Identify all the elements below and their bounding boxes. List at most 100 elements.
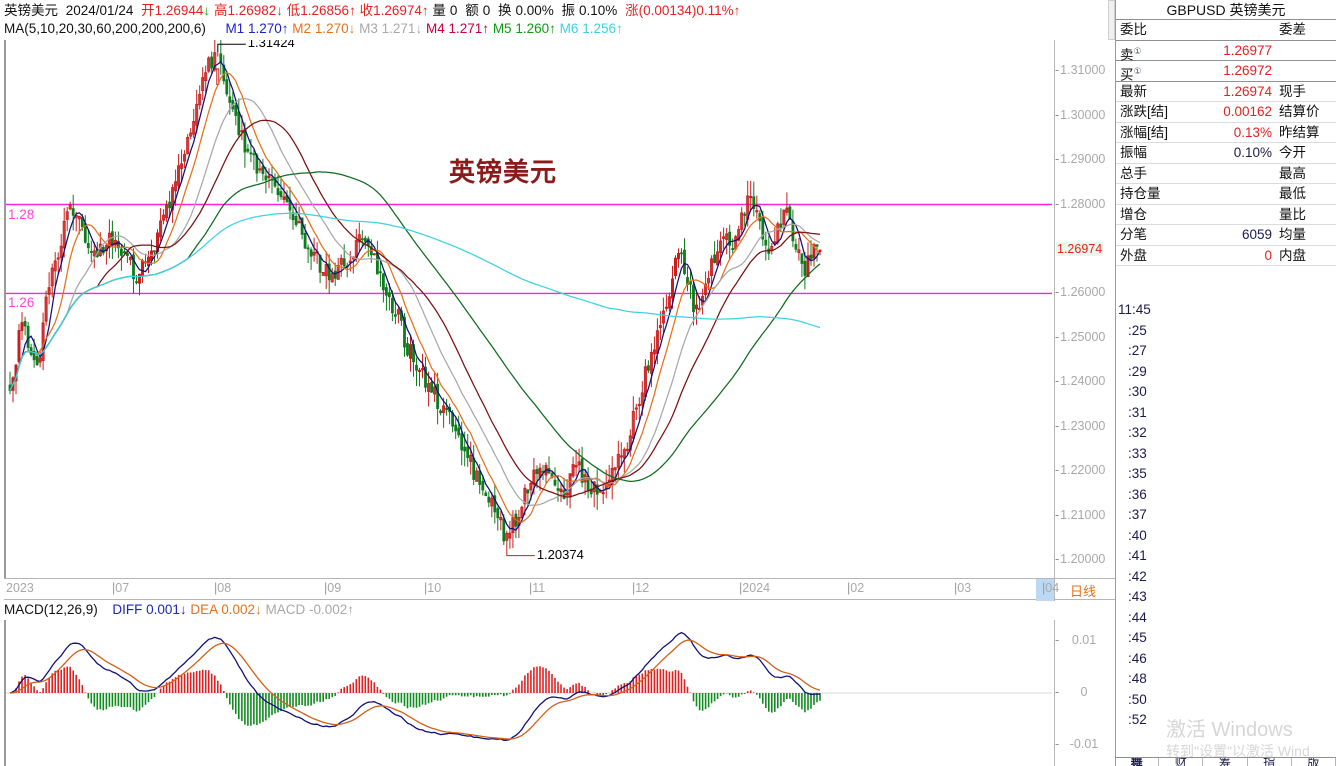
quote-row[interactable]: 卖① 1.26977 bbox=[1116, 41, 1336, 62]
price-axis-tick: -1.21000 bbox=[1055, 507, 1106, 522]
quote-row[interactable]: 最新 1.26974 现手 bbox=[1116, 82, 1336, 102]
quote-panel: GBPUSD 英镑美元 委比 委差 卖① 1.26977 买① 1.26972 最新 1.26… bbox=[1115, 0, 1336, 766]
tick-time-row[interactable]: :29 bbox=[1128, 363, 1147, 379]
bottom-tab[interactable]: 财 bbox=[1159, 758, 1204, 766]
tick-time-row[interactable]: :35 bbox=[1128, 466, 1147, 481]
macd-diff-path bbox=[9, 631, 821, 741]
ma-item-m4-name: M4 bbox=[425, 21, 445, 36]
bottom-tab[interactable]: 指 bbox=[1248, 758, 1292, 766]
macd-dea-arrow: ↓ bbox=[254, 602, 262, 617]
chart-vertical-scrollbar[interactable] bbox=[1108, 0, 1115, 40]
header-close-value: 1.26974 bbox=[373, 3, 422, 18]
quote-row-value: 0.00162 bbox=[1223, 104, 1272, 119]
ma-item-m5-arrow: ↑ bbox=[549, 21, 556, 36]
header-high-arrow: ↓ bbox=[276, 3, 283, 18]
time-axis-tick: |08 bbox=[214, 581, 232, 595]
tick-time-row[interactable]: :44 bbox=[1128, 609, 1147, 625]
time-axis[interactable]: 日线 2023 |07 |08 |09 |10 |11 |12 |2024 |02 |03 |04 bbox=[4, 578, 1115, 601]
quote-row-label-secondary: 今开 bbox=[1279, 145, 1306, 160]
tick-time-row[interactable]: :31 bbox=[1128, 404, 1147, 420]
period-label[interactable]: 日线 bbox=[1070, 584, 1097, 599]
quote-row-value: 1.26977 bbox=[1223, 42, 1272, 58]
quote-row[interactable]: 涨幅[结] 0.13% 昨结算 bbox=[1116, 123, 1336, 143]
tick-time-row[interactable]: :37 bbox=[1128, 507, 1147, 522]
macd-dea-label: DEA bbox=[190, 602, 218, 617]
header-amplitude-value: 0.10% bbox=[579, 3, 618, 18]
quote-row-label: 最新 bbox=[1120, 83, 1147, 99]
price-axis-tick: -1.24000 bbox=[1055, 374, 1106, 389]
macd-header-line: MACD(12,26,9) DIFF 0.001↓ DEA 0.002↓ MAC… bbox=[4, 602, 354, 617]
quote-row-sub-icon: ① bbox=[1133, 66, 1142, 76]
quote-row[interactable]: 委比 委差 bbox=[1116, 20, 1336, 41]
header-change-value: (0.00134)0.11% bbox=[638, 3, 734, 18]
header-date: 2024/01/24 bbox=[65, 3, 134, 18]
tick-time-row[interactable]: :36 bbox=[1128, 486, 1147, 502]
quote-row-label: 外盘 bbox=[1120, 247, 1147, 263]
ma-60-path bbox=[9, 171, 821, 483]
tick-time-row[interactable]: :42 bbox=[1128, 568, 1147, 584]
header-symbol-name: 英镑美元 bbox=[4, 3, 58, 18]
tick-time-row[interactable]: 11:45 bbox=[1118, 302, 1151, 317]
header-amount-value: 0 bbox=[482, 3, 491, 18]
price-axis[interactable]: -1.31000 -1.30000 -1.29000 -1.28000 -1.26000… bbox=[1054, 40, 1115, 578]
quote-row[interactable]: 持仓量 最低 bbox=[1116, 184, 1336, 205]
bottom-tab-strip[interactable]: 舞财筹指版 bbox=[1115, 757, 1336, 766]
price-axis-tick: -1.20000 bbox=[1055, 552, 1106, 567]
tick-time-row[interactable]: :41 bbox=[1128, 548, 1147, 563]
price-chart-plot[interactable]: 1.28 1.26 1.31424 1.20374 英镑美元 bbox=[4, 40, 1054, 578]
tick-time-row[interactable]: :45 bbox=[1128, 630, 1147, 645]
tick-time-list[interactable]: 11:45 :25 :27 :29 :30 :31 :32 :33 :35 :36 :37 :40 :4… bbox=[1116, 300, 1336, 748]
header-open-arrow: ↓ bbox=[203, 3, 211, 18]
tick-time-row[interactable]: :40 bbox=[1128, 527, 1147, 543]
macd-dea-path bbox=[9, 639, 821, 740]
quote-row-label: 持仓量 bbox=[1120, 186, 1161, 201]
header-low-value: 1.26856 bbox=[300, 3, 350, 18]
tick-time-row[interactable]: :25 bbox=[1128, 322, 1147, 338]
level-label-128: 1.28 bbox=[8, 206, 35, 222]
ma-item-m6-value: 1.256 bbox=[582, 21, 616, 36]
time-axis-tick: |12 bbox=[632, 581, 650, 595]
quote-row[interactable]: 分笔 6059 均量 bbox=[1116, 225, 1336, 246]
header-volume-value: 0 bbox=[449, 3, 458, 18]
tick-time-row[interactable]: :33 bbox=[1128, 445, 1147, 461]
tick-time-row[interactable]: :43 bbox=[1128, 589, 1147, 604]
price-axis-tick: -1.25000 bbox=[1055, 329, 1106, 344]
bottom-tab[interactable]: 舞 bbox=[1115, 758, 1160, 766]
price-axis-tick: -1.31000 bbox=[1055, 63, 1106, 78]
price-axis-last-price: 1.26974 bbox=[1056, 242, 1104, 257]
quote-row[interactable]: 外盘 0 内盘 bbox=[1116, 246, 1336, 266]
tick-time-row[interactable]: :30 bbox=[1128, 384, 1147, 399]
quote-row[interactable]: 涨跌[结] 0.00162 结算价 bbox=[1116, 102, 1336, 123]
bottom-tab[interactable]: 版 bbox=[1292, 758, 1336, 766]
tick-time-row[interactable]: :32 bbox=[1128, 425, 1147, 440]
header-amplitude-label: 振 bbox=[561, 3, 576, 18]
level-label-126: 1.26 bbox=[8, 295, 35, 311]
macd-macd-arrow: ↑ bbox=[347, 602, 355, 617]
tick-time-row[interactable]: :46 bbox=[1128, 650, 1147, 666]
ma-header-line: MA(5,10,20,30,60,200,200,200,6) M1 1.270… bbox=[4, 20, 623, 38]
quote-row-sub-icon: ① bbox=[1133, 45, 1142, 56]
ma-item-m2-name: M2 bbox=[292, 21, 312, 36]
quote-row-value: 1.26974 bbox=[1223, 83, 1272, 99]
header-change-arrow: ↑ bbox=[733, 3, 741, 18]
header-open-label: 开 bbox=[141, 3, 155, 18]
quote-row[interactable]: 振幅 0.10% 今开 bbox=[1116, 143, 1336, 164]
macd-chart-plot[interactable] bbox=[4, 620, 1054, 766]
header-low-arrow: ↑ bbox=[349, 3, 356, 18]
tick-time-row[interactable]: :50 bbox=[1128, 691, 1147, 707]
quote-row-label: 振幅 bbox=[1120, 145, 1147, 160]
quote-row[interactable]: 总手 最高 bbox=[1116, 164, 1336, 184]
bottom-tab[interactable]: 筹 bbox=[1203, 758, 1248, 766]
header-close-arrow: ↑ bbox=[421, 3, 429, 18]
macd-axis-tick: -0 bbox=[1055, 685, 1088, 699]
macd-axis-tick: -0.01 bbox=[1055, 632, 1097, 647]
tick-time-row[interactable]: :52 bbox=[1128, 712, 1147, 727]
ma-item-m2-value: 1.270 bbox=[314, 21, 349, 36]
quote-row[interactable]: 增仓 量比 bbox=[1116, 205, 1336, 225]
tick-time-row[interactable]: :48 bbox=[1128, 671, 1147, 686]
tick-time-row[interactable]: :27 bbox=[1128, 343, 1147, 358]
time-axis-tick: |04 bbox=[1042, 581, 1060, 595]
time-axis-tick: |10 bbox=[424, 581, 442, 595]
quote-row[interactable]: 买① 1.26972 bbox=[1116, 61, 1336, 83]
header-close-label: 收 bbox=[359, 3, 374, 18]
